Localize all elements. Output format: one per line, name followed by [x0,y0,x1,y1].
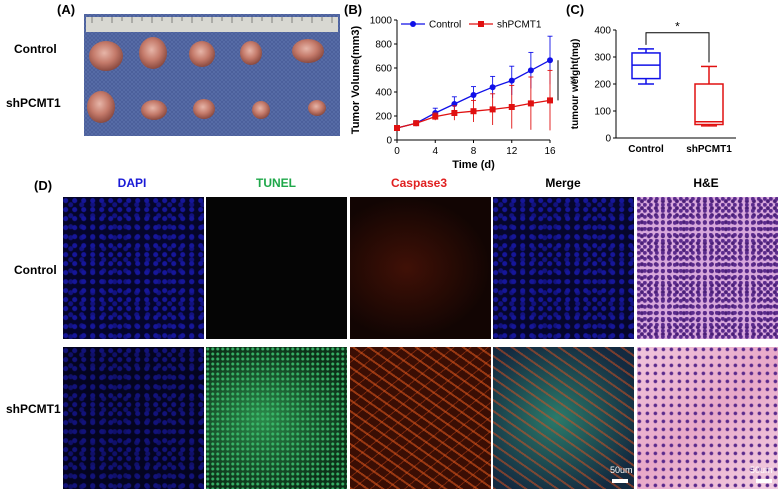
control-merge-image [493,197,634,339]
panel-b-label: (B) [344,2,363,17]
data-point-shpcmt1 [508,104,515,110]
x-tick-label: 4 [432,146,438,157]
legend-marker-shpcmt1 [478,21,484,27]
column-header-merge: Merge [545,176,581,190]
y-axis-label: tumour weight(mg) [570,39,581,130]
y-tick-label: 0 [605,134,611,145]
data-point-shpcmt1 [547,97,553,104]
x-tick-label: 16 [544,146,556,157]
panel-d-row-label-shpcmt1: shPCMT1 [6,402,61,416]
y-tick-label: 200 [594,80,611,91]
x-tick-label: 8 [471,146,477,157]
box-shpcmt1 [694,83,724,126]
column-header-he: H&E [693,176,719,190]
panel-d-row-label-control: Control [14,263,57,277]
category-label-control: Control [628,144,664,155]
significance-marker: ** [564,76,576,85]
scale-bar-merge [612,479,628,483]
shpcmt1-tunel-image [206,347,347,489]
significance-marker: * [675,20,680,34]
legend-marker-control [410,21,416,27]
data-point-shpcmt1 [470,108,477,115]
control-tumors [89,37,324,71]
data-point-shpcmt1 [413,120,420,127]
shpcmt1-merge-image [493,347,634,489]
shpcmt1-caspase3-image [350,347,491,489]
x-axis-label: Time (d) [452,159,495,171]
y-tick-label: 400 [594,26,611,37]
y-tick-label: 400 [375,88,392,99]
legend-label-control: Control [429,20,461,31]
data-point-shpcmt1 [451,110,458,116]
column-header-dapi: DAPI [117,176,147,190]
y-tick-label: 100 [594,107,611,118]
ruler-ticks [91,17,333,23]
data-point-shpcmt1 [394,125,400,131]
y-tick-label: 300 [594,53,611,64]
data-point-control [527,67,534,74]
shpcmt1-he-image [637,347,778,489]
ruler [86,17,338,32]
tumour-weight-chart: 0 100 200 300 400 tumour weight(mg) Control shP… [570,20,736,155]
x-tick-label: 12 [506,146,518,157]
data-point-shpcmt1 [432,113,439,120]
y-tick-label: 600 [375,64,392,75]
shpcmt1-dapi-image [63,347,204,489]
panel-a-label: (A) [57,2,76,17]
panel-a-row-label-shpcmt1: shPCMT1 [6,96,61,110]
y-tick-label: 0 [386,136,392,147]
control-dapi-image [63,197,204,339]
column-header-caspase3: Caspase3 [390,176,448,190]
x-tick-label: 0 [394,146,400,157]
tumor-photo [84,14,340,136]
tumor-volume-chart: 0 200 400 600 800 1000 0 4 8 12 16 Time (d) Tumor Vo… [350,16,576,172]
photo-background [84,14,340,136]
data-point-control [489,84,496,91]
column-header-tunel: TUNEL [256,176,296,190]
data-point-control [508,77,515,84]
control-tunel-image [206,197,347,339]
y-tick-label: 800 [375,40,392,51]
legend-label-shpcmt1: shPCMT1 [497,20,542,31]
scale-bar-he-label: 50um [750,465,773,475]
panel-d-label: (D) [34,178,53,193]
data-point-control [547,57,553,64]
category-label-shpcmt1: shPCMT1 [686,144,732,155]
control-he-image [637,197,778,339]
data-point-shpcmt1 [527,100,534,107]
control-caspase3-image [350,197,491,339]
data-point-shpcmt1 [489,106,496,113]
scale-bar-merge-label: 50um [610,465,633,475]
y-axis-label: Tumor Volume(mm3) [350,25,362,134]
panel-c-label: (C) [566,2,585,17]
significance-bracket [645,32,710,63]
y-tick-label: 200 [375,112,392,123]
panel-a-row-label-control: Control [14,42,57,56]
scale-bar-he [756,479,772,483]
y-tick-label: 1000 [370,16,393,27]
shpcmt1-tumors [87,91,326,123]
data-point-control [470,92,477,98]
